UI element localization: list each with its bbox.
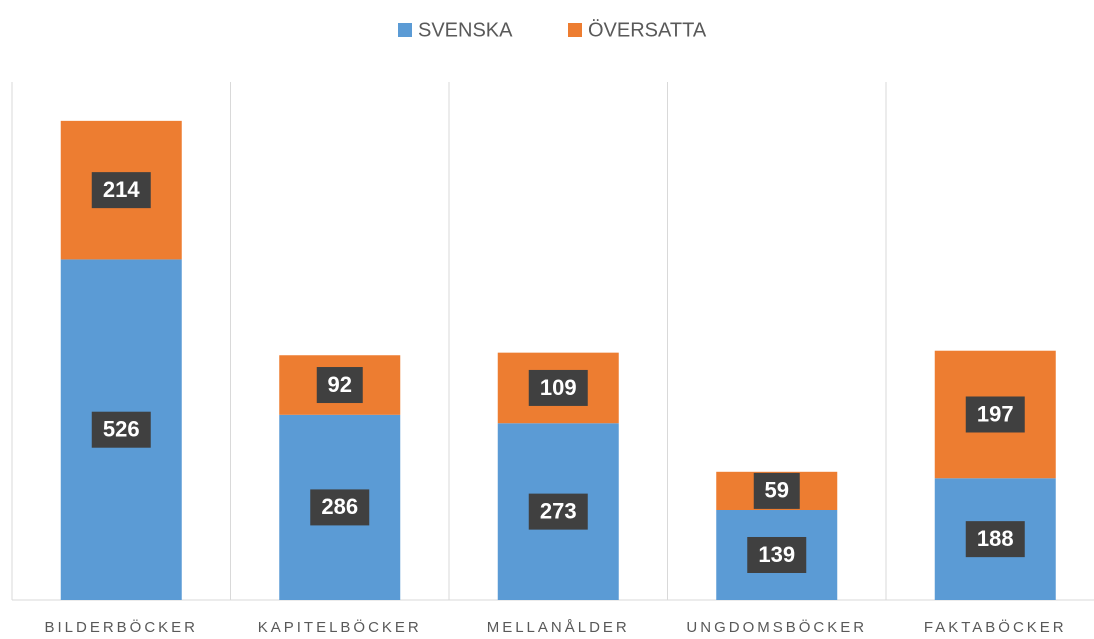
x-tick-label: UNGDOMSBÖCKER: [686, 618, 867, 636]
data-label: 188: [977, 526, 1014, 551]
legend-label: SVENSKA: [418, 19, 513, 41]
data-label: 139: [758, 542, 795, 567]
data-label: 526: [103, 417, 140, 442]
label-box: [91, 172, 151, 209]
label-box: [528, 369, 588, 406]
x-tick-label: FAKTABÖCKER: [924, 618, 1067, 636]
legend-swatch: [568, 23, 582, 37]
x-tick-label: MELLANÅLDER: [487, 619, 630, 636]
data-label: 214: [103, 177, 140, 202]
data-label: 273: [540, 498, 577, 523]
data-label: 59: [765, 478, 789, 503]
x-tick-label: BILDERBÖCKER: [44, 618, 198, 636]
x-tick-label: KAPITELBÖCKER: [258, 618, 422, 636]
legend-swatch: [398, 23, 412, 37]
data-label: 92: [328, 372, 352, 397]
data-label: 197: [977, 401, 1014, 426]
label-box: [91, 411, 151, 448]
label-box: [310, 489, 370, 526]
legend-label: ÖVERSATTA: [588, 19, 707, 41]
label-box: [528, 493, 588, 530]
label-box: [965, 396, 1025, 433]
label-box: [753, 472, 800, 509]
label-box: [316, 367, 363, 404]
data-label: 109: [540, 375, 577, 400]
label-box: [747, 536, 807, 573]
label-box: [965, 521, 1025, 558]
data-label: 286: [321, 494, 358, 519]
